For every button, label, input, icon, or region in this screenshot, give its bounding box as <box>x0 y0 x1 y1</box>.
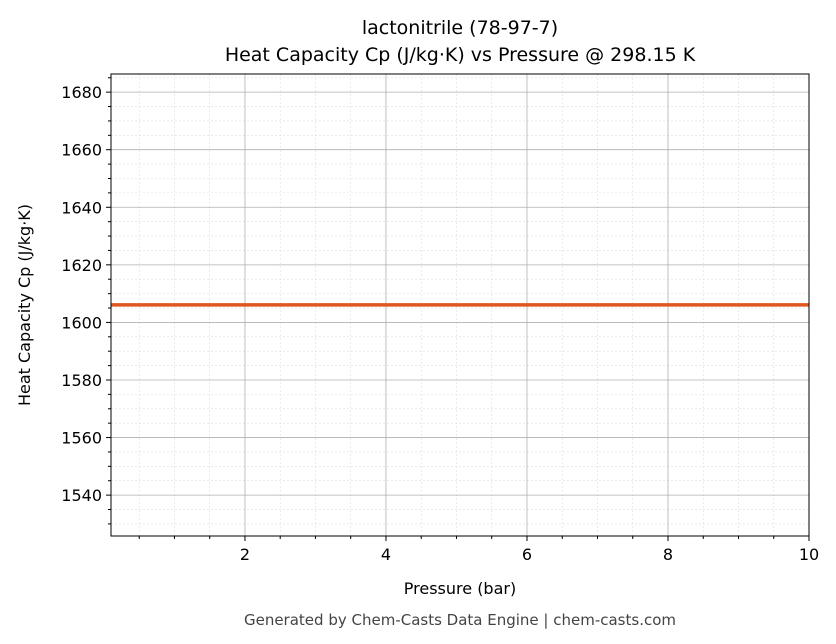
x-tick-label: 2 <box>240 545 250 564</box>
y-tick-label: 1600 <box>61 313 102 332</box>
y-tick-label: 1620 <box>61 256 102 275</box>
x-tick-label: 4 <box>381 545 391 564</box>
y-tick-label: 1680 <box>61 83 102 102</box>
y-tick-label: 1640 <box>61 198 102 217</box>
y-tick-label: 1560 <box>61 429 102 448</box>
x-tick-label: 6 <box>522 545 532 564</box>
x-axis-label: Pressure (bar) <box>404 579 516 598</box>
x-tick-label: 10 <box>799 545 819 564</box>
y-tick-label: 1660 <box>61 141 102 160</box>
chart-title: lactonitrile (78-97-7) <box>362 17 558 39</box>
x-tick-label: 8 <box>663 545 673 564</box>
chart-subtitle: Heat Capacity Cp (J/kg·K) vs Pressure @ … <box>225 44 696 66</box>
y-axis-label: Heat Capacity Cp (J/kg·K) <box>15 204 34 406</box>
footer-credit: Generated by Chem-Casts Data Engine | ch… <box>244 611 676 629</box>
plot-frame <box>110 73 810 537</box>
y-tick-label: 1540 <box>61 486 102 505</box>
y-tick-label: 1580 <box>61 371 102 390</box>
